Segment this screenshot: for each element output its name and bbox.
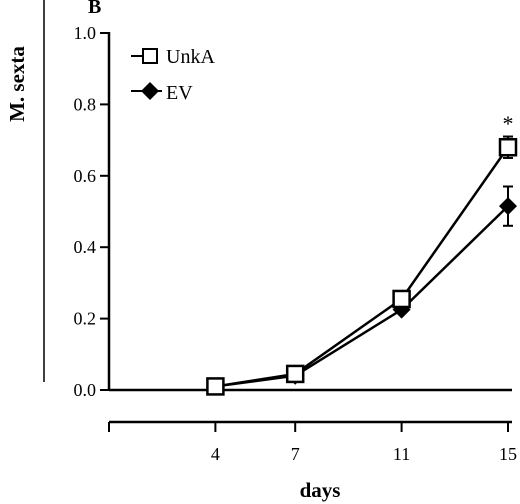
x-tick-label: 4 (211, 444, 220, 464)
y-tick-label: 0.8 (74, 94, 97, 114)
series-line-ev (215, 205, 509, 388)
y-tick-label: 1.0 (74, 23, 97, 43)
legend: UnkA EV (131, 46, 215, 104)
y-ticks: 0.0 0.2 0.4 0.6 0.8 1.0 (74, 23, 109, 400)
legend-item-unka: UnkA (131, 46, 215, 68)
significance-star: * (503, 111, 514, 136)
x-axis-title: days (300, 478, 341, 502)
series-line-unka (215, 146, 510, 388)
data-point-unka (285, 364, 305, 384)
y-tick-label: 0.4 (74, 237, 97, 257)
y-tick-label: 0.6 (74, 166, 97, 186)
data-point-unka (392, 289, 411, 309)
data-point-ev (499, 197, 517, 216)
data-point-unka (498, 137, 518, 157)
panel-letter: B (88, 0, 101, 18)
x-tick-label: 7 (291, 444, 300, 464)
y-tick-label: 0.2 (74, 309, 97, 329)
legend-label-unka: UnkA (166, 46, 215, 68)
series-layer (206, 135, 518, 396)
y-tick-label: 0.0 (74, 380, 97, 400)
legend-item-ev: EV (131, 82, 193, 104)
x-ticks: 4 7 11 15 (211, 422, 517, 464)
legend-marker-unka (142, 48, 158, 64)
x-tick-label: 15 (499, 444, 517, 464)
legend-label-ev: EV (166, 82, 193, 104)
x-tick-label: 11 (393, 444, 410, 464)
y-axis-title: M. sexta (5, 46, 29, 122)
data-point-unka (206, 377, 225, 396)
legend-marker-ev (141, 82, 159, 100)
